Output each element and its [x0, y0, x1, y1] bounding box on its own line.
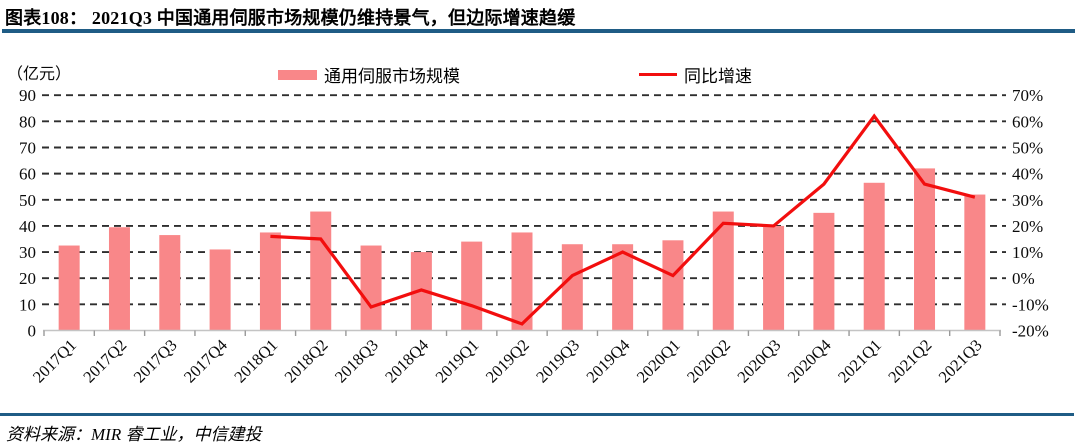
right-axis-tick-label: 20%: [1012, 217, 1043, 236]
right-axis-tick-label: 60%: [1012, 112, 1043, 131]
bar-2018Q2: [310, 211, 332, 331]
x-axis-label: 2017Q1: [29, 335, 80, 386]
bar-2017Q1: [58, 245, 80, 331]
growth-line: [270, 113, 976, 326]
left-axis-tick-label: 70: [19, 138, 36, 157]
bar-2020Q2: [712, 211, 734, 331]
legend-line-label: 同比增速: [684, 67, 752, 86]
x-axis-label: 2021Q3: [935, 335, 986, 386]
x-axis-label: 2019Q1: [431, 335, 482, 386]
left-axis-tick-label: 0: [28, 322, 37, 341]
right-axis-tick-label: 70%: [1012, 86, 1043, 105]
bar-2019Q2: [511, 232, 533, 331]
right-axis-tick-label: -10%: [1012, 295, 1049, 314]
x-axis-label: 2020Q2: [683, 335, 734, 386]
x-axis-label: 2018Q3: [331, 335, 382, 386]
x-axis-label: 2021Q1: [834, 335, 885, 386]
legend-item-bar: 通用伺服市场规模: [278, 62, 460, 87]
bar-2020Q4: [813, 212, 835, 331]
x-axis-label: 2021Q2: [884, 335, 935, 386]
bar-2021Q2: [914, 168, 936, 331]
right-axis-tick-label: 40%: [1012, 165, 1043, 184]
bar-2019Q1: [461, 241, 483, 331]
legend-bar-swatch: [278, 69, 317, 80]
bar-2017Q2: [108, 227, 130, 331]
x-axis-label: 2020Q3: [733, 335, 784, 386]
footer-rule: [0, 413, 1074, 416]
x-axis-label: 2017Q4: [180, 335, 231, 386]
bar-2020Q1: [662, 240, 684, 331]
x-axis-label: 2019Q4: [582, 335, 633, 386]
right-axis-tick-label: 0%: [1012, 269, 1035, 288]
bar-2019Q4: [612, 244, 634, 331]
left-axis-tick-label: 10: [19, 295, 36, 314]
x-axis-label: 2017Q3: [130, 335, 181, 386]
left-axis-tick-label: 20: [19, 269, 36, 288]
x-axis-label: 2017Q2: [79, 335, 130, 386]
x-axis-label: 2020Q4: [784, 335, 835, 386]
bar-2017Q4: [209, 249, 231, 331]
legend-line-swatch: [639, 73, 677, 76]
figure-title: 图表108： 2021Q3 中国通用伺服市场规模仍维持景气，但边际增速趋缓: [5, 8, 576, 28]
left-axis-tick-label: 50: [19, 191, 36, 210]
right-axis-tick-label: -20%: [1012, 322, 1049, 341]
bar-2021Q1: [863, 182, 885, 331]
right-axis-tick-label: 30%: [1012, 191, 1043, 210]
bar-2021Q3: [964, 194, 986, 331]
left-axis-tick-label: 60: [19, 165, 36, 184]
x-axis-label: 2020Q1: [633, 335, 684, 386]
x-axis-label: 2019Q2: [482, 335, 533, 386]
left-axis-tick-label: 90: [19, 86, 36, 105]
title-rule: [2, 29, 1075, 33]
bar-2018Q3: [360, 245, 382, 331]
left-axis-tick-label: 40: [19, 217, 36, 236]
legend-item-line: 同比增速: [639, 62, 752, 87]
bar-2018Q1: [259, 232, 281, 331]
x-axis-label: 2019Q3: [532, 335, 583, 386]
bar-2020Q3: [763, 225, 785, 331]
x-axis-label: 2018Q2: [281, 335, 332, 386]
left-axis-tick-label: 30: [19, 243, 36, 262]
x-axis-label: 2018Q4: [381, 335, 432, 386]
left-axis-title: （亿元）: [7, 65, 71, 83]
left-axis-tick-label: 80: [19, 112, 36, 131]
right-axis-tick-label: 50%: [1012, 138, 1043, 157]
x-axis-label: 2018Q1: [230, 335, 281, 386]
right-axis-tick-label: 10%: [1012, 243, 1043, 262]
bar-2017Q3: [159, 235, 181, 331]
bar-2019Q3: [561, 244, 583, 331]
source-note: 资料来源：MIR 睿工业，中信建投: [6, 425, 262, 444]
legend-bar-label: 通用伺服市场规模: [324, 67, 460, 86]
